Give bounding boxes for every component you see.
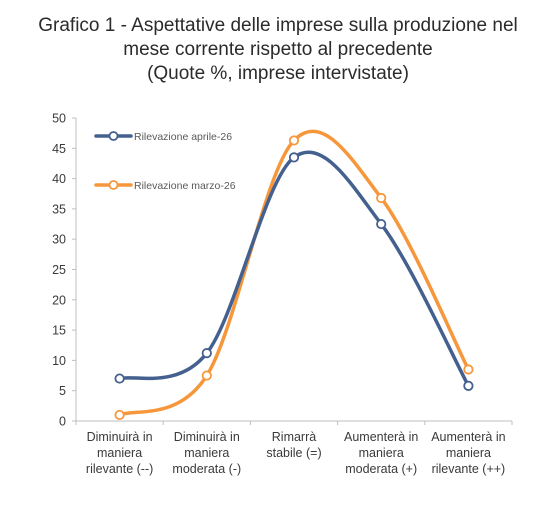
x-category-label: rilevante (++) xyxy=(432,462,506,476)
series-0-point xyxy=(114,373,125,384)
chart-title-line-1: Grafico 1 - Aspettative delle imprese su… xyxy=(38,15,518,36)
legend-label-0: Rilevazione aprile-26 xyxy=(134,131,232,143)
x-category-label: stabile (=) xyxy=(266,446,321,460)
x-category-label: rilevante (--) xyxy=(86,462,153,476)
x-category-label: moderata (+) xyxy=(345,462,417,476)
legend-marker-0 xyxy=(108,131,119,141)
chart-title-line-2: mese corrente rispetto al precedente xyxy=(123,39,433,60)
y-tick-label: 15 xyxy=(52,324,66,338)
x-category-label: Aumenterà in xyxy=(431,430,505,444)
x-category-label: maniera xyxy=(446,446,491,460)
y-tick-label: 45 xyxy=(52,142,66,156)
x-category-label: moderata (-) xyxy=(172,462,241,476)
series-1-point xyxy=(288,135,300,146)
series-1-point xyxy=(201,370,212,381)
x-category-label: maniera xyxy=(97,446,142,460)
x-category-label: Aumenterà in xyxy=(344,430,418,444)
y-tick-label: 0 xyxy=(59,415,66,429)
x-category-label: Rimarrà xyxy=(272,430,316,444)
x-category-label: Diminuirà in xyxy=(87,430,153,444)
y-tick-label: 40 xyxy=(52,172,66,186)
series-0-point xyxy=(201,348,212,359)
series-1-point xyxy=(114,409,125,421)
chart-title: Grafico 1 - Aspettative delle imprese su… xyxy=(0,14,556,86)
y-tick-label: 50 xyxy=(52,112,66,126)
x-category-label: Diminuirà in xyxy=(174,430,240,444)
y-tick-label: 25 xyxy=(52,263,66,277)
legend-label-1: Rilevazione marzo-26 xyxy=(134,180,236,192)
y-tick-label: 5 xyxy=(59,384,66,398)
series-0-point xyxy=(288,152,300,163)
chart-title-line-3: (Quote %, imprese intervistate) xyxy=(147,63,409,84)
x-category-label: maniera xyxy=(184,446,229,460)
y-tick-label: 35 xyxy=(52,202,66,216)
series-line-1 xyxy=(117,129,471,417)
x-category-label: maniera xyxy=(359,446,404,460)
series-0-point xyxy=(376,218,387,230)
series-1-point xyxy=(463,364,474,375)
y-tick-label: 20 xyxy=(52,293,66,307)
series-0-point xyxy=(463,380,474,391)
y-tick-label: 10 xyxy=(52,354,66,368)
y-tick-label: 30 xyxy=(52,233,66,247)
legend-marker-1 xyxy=(108,180,119,190)
series-1-point xyxy=(376,192,387,204)
